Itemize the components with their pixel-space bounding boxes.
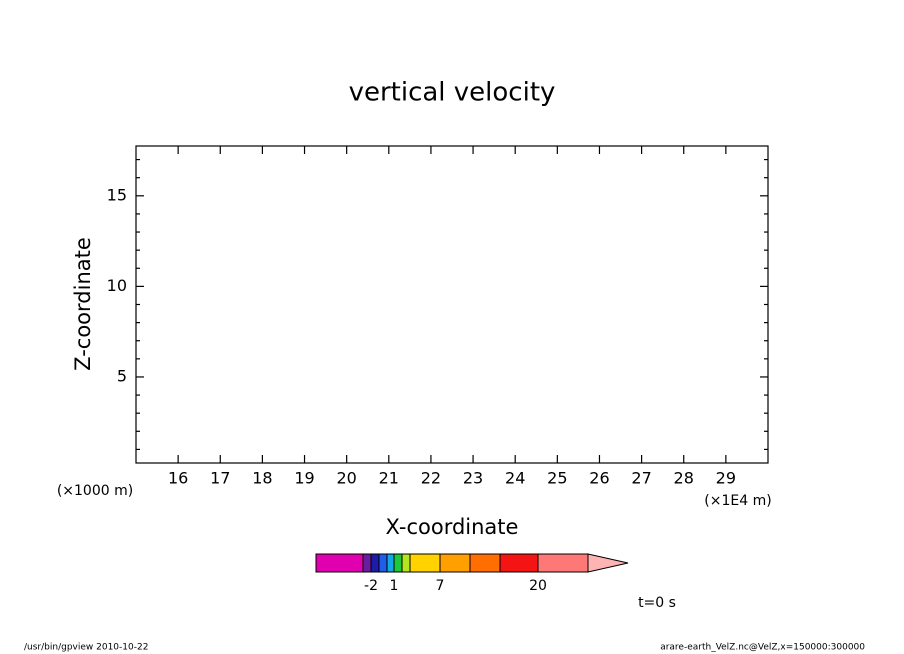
x-tick-label: 23 [463,469,483,488]
y-unit: (×1000 m) [57,483,133,499]
x-tick-label: 26 [589,469,609,488]
x-tick-label: 25 [547,469,567,488]
x-tick-label: 16 [168,469,188,488]
x-tick-label: 28 [674,469,694,488]
colorbar-segment [393,553,403,573]
colorbar-segment [386,553,395,573]
y-axis-label: Z-coordinate [71,237,95,371]
colorbar-arrow [587,553,629,573]
colorbar-segment [362,553,372,573]
chart-title: vertical velocity [349,78,556,108]
colorbar-segment [370,553,380,573]
footer-left: /usr/bin/gpview 2010-10-22 [24,643,148,653]
x-tick-label: 21 [379,469,399,488]
plot-frame [135,145,769,464]
x-tick-label: 19 [294,469,314,488]
y-tick-label: 10 [107,276,127,295]
colorbar-label: -2 [364,578,378,594]
colorbar-label: 1 [390,578,399,594]
colorbar-label: 7 [436,578,445,594]
y-tick-label: 5 [117,366,127,385]
x-tick-label: 29 [716,469,736,488]
colorbar-label: 20 [529,578,547,594]
x-tick-label: 20 [336,469,356,488]
footer-right: arare-earth_VelZ.nc@VelZ,x=150000:300000 [660,643,865,653]
colorbar-segment [315,553,364,573]
x-tick-label: 24 [505,469,525,488]
colorbar-segment [439,553,471,573]
y-tick-label: 15 [107,185,127,204]
x-tick-label: 27 [631,469,651,488]
x-unit: (×1E4 m) [704,493,771,509]
colorbar-segment [469,553,501,573]
colorbar-segment [499,553,539,573]
colorbar-segment [537,553,589,573]
time-label: t=0 s [638,595,676,611]
x-axis-label: X-coordinate [386,515,519,539]
x-tick-label: 17 [210,469,230,488]
colorbar-segment [401,553,411,573]
colorbar-segment [378,553,388,573]
colorbar-segment [409,553,441,573]
x-tick-label: 22 [421,469,441,488]
x-tick-label: 18 [252,469,272,488]
